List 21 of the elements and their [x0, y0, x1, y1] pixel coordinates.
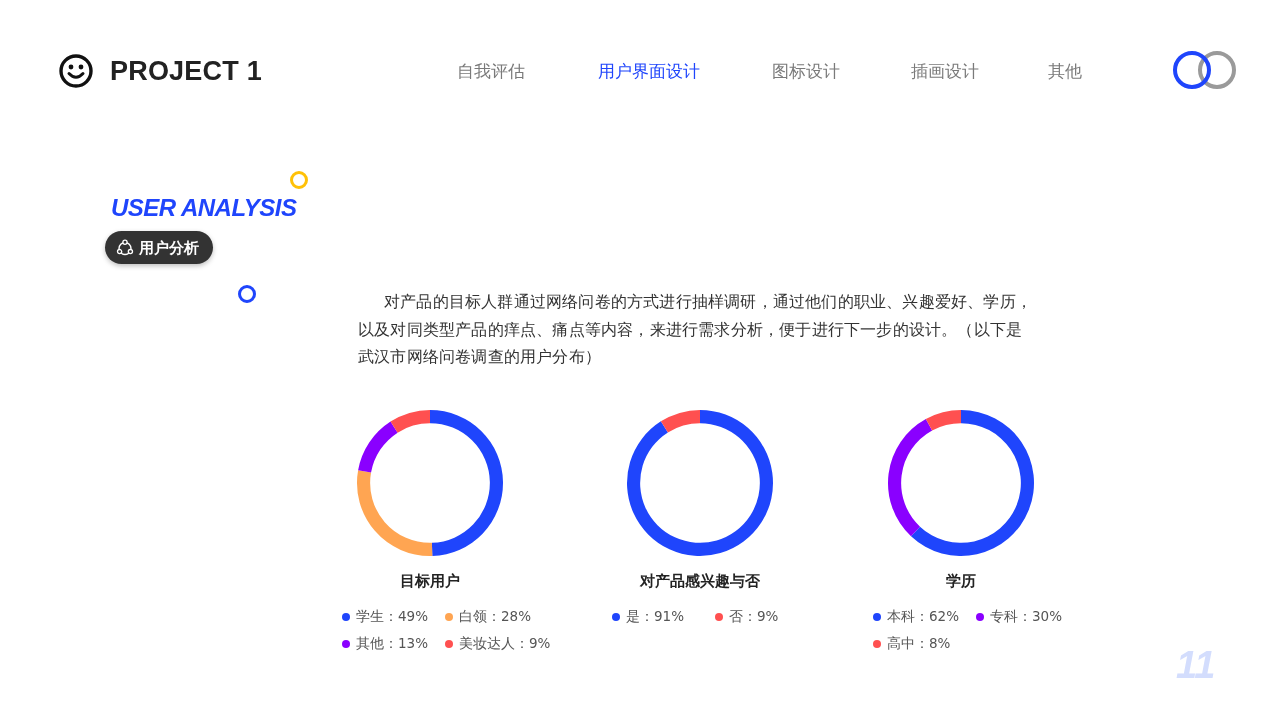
- legend-label: 专科：30%: [990, 607, 1063, 626]
- text: 对产品感兴趣与否: [640, 572, 760, 590]
- legend-label: 高中：8%: [887, 634, 951, 653]
- legend-label: 美妆达人：9%: [459, 634, 551, 653]
- text: 目标用户: [400, 572, 460, 590]
- text: 插画设计: [911, 60, 979, 82]
- text: 自我评估: [457, 60, 525, 82]
- text: 用户界面设计: [598, 60, 700, 82]
- text: 用户分析: [139, 237, 199, 258]
- text: PROJECT 1: [110, 55, 262, 88]
- legend-label: 否：9%: [729, 607, 779, 626]
- text: 学历: [946, 572, 976, 590]
- text: 图标设计: [772, 60, 840, 82]
- text: USER ANALYSIS: [111, 194, 297, 222]
- text: 对产品的目标人群通过网络问卷的方式进行抽样调研，通过他们的职业、兴趣爱好、学历，以及对同类型产品的痒点、痛点等内容，来进行需求分析，便于进行下一步的设计。（以下是武汉市网络问卷调查的用户分布）: [358, 291, 1033, 368]
- legend-label: 本科：62%: [887, 607, 960, 626]
- legend-label: 学生：49%: [356, 607, 429, 626]
- legend-label: 其他：13%: [356, 634, 429, 653]
- legend-label: 是：91%: [626, 607, 685, 626]
- legend-label: 白领：28%: [459, 607, 532, 626]
- text: 其他: [1048, 60, 1082, 82]
